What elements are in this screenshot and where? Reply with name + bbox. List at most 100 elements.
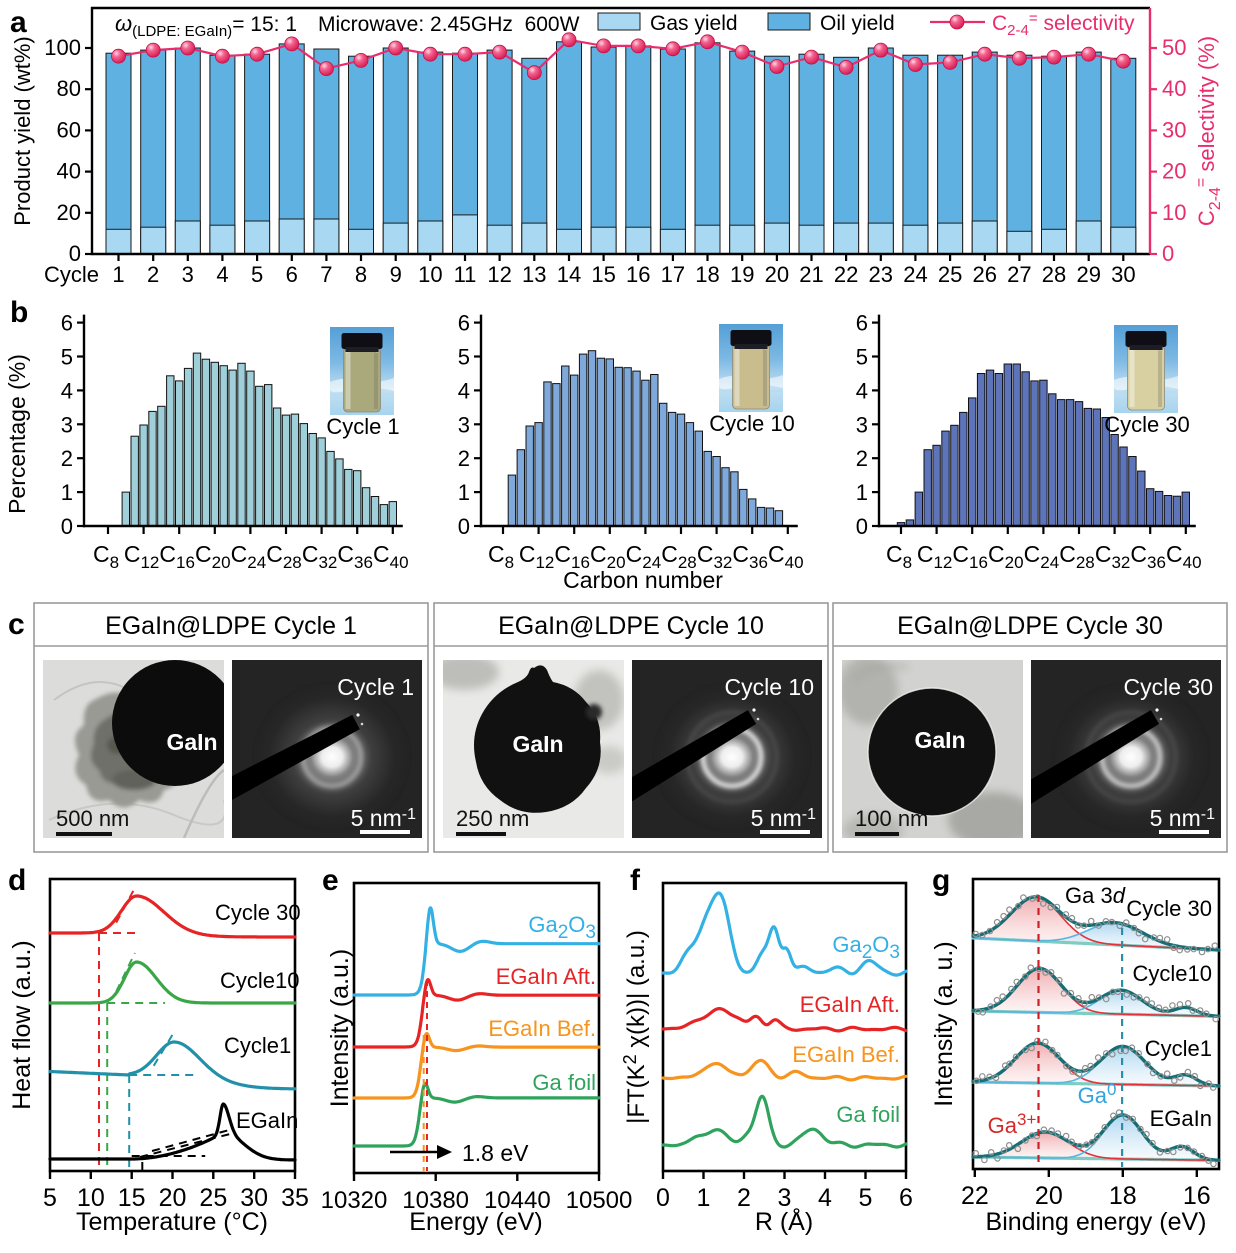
svg-text:22: 22 xyxy=(961,1182,989,1210)
svg-text:0: 0 xyxy=(656,1184,670,1212)
svg-text:EGaIn@LDPE Cycle 1: EGaIn@LDPE Cycle 1 xyxy=(105,612,357,640)
svg-text:16: 16 xyxy=(1183,1182,1211,1210)
svg-text:Carbon number: Carbon number xyxy=(563,567,723,593)
svg-text:1: 1 xyxy=(112,262,124,287)
svg-text:80: 80 xyxy=(57,76,81,101)
svg-text:10500: 10500 xyxy=(566,1187,633,1214)
svg-text:c: c xyxy=(8,608,25,641)
svg-text:Cycle 10: Cycle 10 xyxy=(725,674,814,700)
svg-text:b: b xyxy=(10,296,28,329)
svg-text:5: 5 xyxy=(856,345,868,370)
svg-text:2: 2 xyxy=(737,1184,751,1212)
svg-text:3: 3 xyxy=(182,262,194,287)
svg-text:EGaIn@LDPE Cycle 10: EGaIn@LDPE Cycle 10 xyxy=(498,612,764,640)
svg-text:C40: C40 xyxy=(1166,541,1202,572)
svg-text:f: f xyxy=(630,864,641,897)
svg-text:18: 18 xyxy=(695,262,719,287)
svg-text:Ga0: Ga0 xyxy=(1078,1080,1117,1108)
svg-text:Ga 3d: Ga 3d xyxy=(1065,883,1126,908)
svg-text:C36: C36 xyxy=(732,541,768,572)
svg-text:Cycle 10: Cycle 10 xyxy=(709,411,795,436)
svg-text:ω(LDPE: EGaIn)= 15: 1: ω(LDPE: EGaIn)= 15: 1 xyxy=(115,11,297,40)
svg-text:35: 35 xyxy=(281,1184,309,1212)
svg-text:3: 3 xyxy=(458,412,470,437)
svg-text:27: 27 xyxy=(1007,262,1031,287)
svg-text:EGaIn Aft.: EGaIn Aft. xyxy=(496,964,596,989)
svg-text:EGaIn Bef.: EGaIn Bef. xyxy=(792,1042,900,1067)
svg-text:20: 20 xyxy=(1162,159,1186,184)
svg-text:C28: C28 xyxy=(661,541,697,572)
svg-text:100: 100 xyxy=(44,35,81,60)
svg-text:40: 40 xyxy=(1162,76,1186,101)
svg-text:C28: C28 xyxy=(266,541,302,572)
svg-text:Product yield (wt%): Product yield (wt%) xyxy=(10,36,35,226)
svg-text:Microwave: 2.45GHz 600W: Microwave: 2.45GHz 600W xyxy=(318,13,580,36)
svg-text:10: 10 xyxy=(418,262,442,287)
svg-text:16: 16 xyxy=(626,262,650,287)
svg-text:Ga foil: Ga foil xyxy=(836,1102,900,1127)
svg-text:a: a xyxy=(10,6,27,39)
svg-text:1: 1 xyxy=(61,480,73,505)
svg-text:20: 20 xyxy=(765,262,789,287)
svg-text:11: 11 xyxy=(454,262,477,287)
svg-text:Percentage (%): Percentage (%) xyxy=(4,354,30,514)
svg-text:Cycle: Cycle xyxy=(44,262,99,287)
svg-text:24: 24 xyxy=(903,262,927,287)
svg-text:15: 15 xyxy=(591,262,615,287)
svg-text:22: 22 xyxy=(834,262,858,287)
svg-text:C32: C32 xyxy=(697,541,733,572)
svg-text:C24: C24 xyxy=(231,541,267,572)
svg-text:GaIn: GaIn xyxy=(166,729,217,755)
svg-text:Intensity (a. u.): Intensity (a. u.) xyxy=(930,941,958,1106)
svg-text:4: 4 xyxy=(818,1184,832,1212)
svg-text:50: 50 xyxy=(1162,35,1186,60)
svg-text:C16: C16 xyxy=(554,541,590,572)
svg-text:C16: C16 xyxy=(952,541,988,572)
svg-text:C28: C28 xyxy=(1059,541,1095,572)
svg-text:4: 4 xyxy=(216,262,228,287)
svg-text:2: 2 xyxy=(61,446,73,471)
svg-text:Cycle 30: Cycle 30 xyxy=(1104,412,1190,437)
svg-text:6: 6 xyxy=(286,262,298,287)
svg-text:40: 40 xyxy=(57,159,81,184)
svg-text:1: 1 xyxy=(856,480,868,505)
svg-text:R (Å): R (Å) xyxy=(755,1206,813,1236)
svg-text:17: 17 xyxy=(661,262,685,287)
svg-text:GaIn: GaIn xyxy=(914,727,965,753)
svg-text:4: 4 xyxy=(61,378,73,403)
svg-text:25: 25 xyxy=(199,1184,227,1212)
svg-text:5 nm-1: 5 nm-1 xyxy=(751,805,816,831)
svg-text:20: 20 xyxy=(1035,1182,1063,1210)
svg-text:Oil yield: Oil yield xyxy=(820,12,895,35)
svg-text:EGaIn Aft.: EGaIn Aft. xyxy=(800,992,900,1017)
svg-text:28: 28 xyxy=(1042,262,1066,287)
svg-text:|FT(K2 χ(k))| (a.u.): |FT(K2 χ(k))| (a.u.) xyxy=(620,930,650,1124)
svg-text:Cycle1: Cycle1 xyxy=(224,1033,291,1058)
svg-text:6: 6 xyxy=(899,1184,913,1212)
svg-text:25: 25 xyxy=(938,262,962,287)
svg-text:23: 23 xyxy=(869,262,893,287)
svg-text:0: 0 xyxy=(1162,241,1174,266)
svg-text:5: 5 xyxy=(61,345,73,370)
svg-text:C12: C12 xyxy=(519,541,555,572)
svg-text:C2-4= selectivity (%): C2-4= selectivity (%) xyxy=(1193,36,1224,226)
svg-text:4: 4 xyxy=(458,378,470,403)
svg-text:15: 15 xyxy=(118,1184,146,1212)
svg-text:14: 14 xyxy=(557,262,581,287)
svg-text:Cycle 1: Cycle 1 xyxy=(326,414,399,439)
svg-text:C40: C40 xyxy=(373,541,409,572)
svg-text:26: 26 xyxy=(973,262,997,287)
svg-text:500 nm: 500 nm xyxy=(56,806,129,831)
svg-text:Cycle10: Cycle10 xyxy=(220,968,299,993)
svg-text:18: 18 xyxy=(1109,1182,1137,1210)
svg-text:10380: 10380 xyxy=(402,1187,469,1214)
svg-text:C8: C8 xyxy=(886,541,912,572)
svg-text:6: 6 xyxy=(458,311,470,336)
svg-text:EGaIn Bef.: EGaIn Bef. xyxy=(488,1016,596,1041)
svg-text:3: 3 xyxy=(856,412,868,437)
svg-text:0: 0 xyxy=(61,514,73,539)
svg-text:9: 9 xyxy=(390,262,402,287)
svg-text:29: 29 xyxy=(1076,262,1100,287)
svg-text:C24: C24 xyxy=(626,541,662,572)
svg-text:20: 20 xyxy=(57,200,81,225)
